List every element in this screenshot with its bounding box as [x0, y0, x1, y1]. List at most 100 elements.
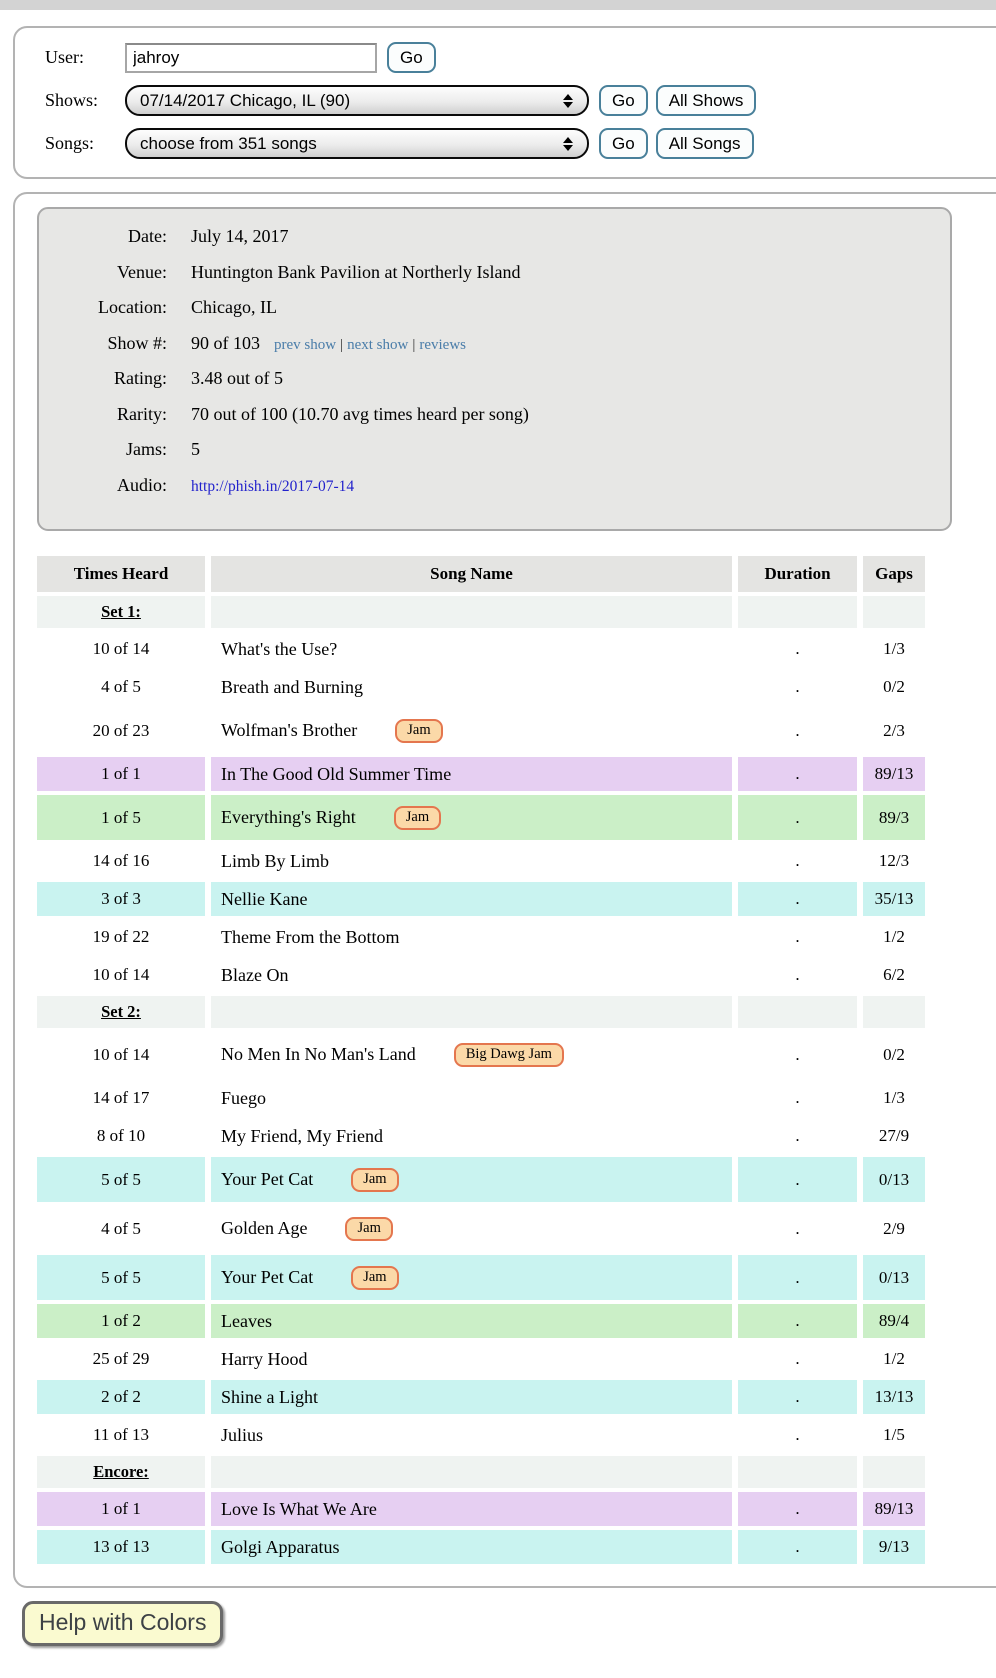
duration-cell: .: [738, 1304, 857, 1338]
song-row: 1 of 2 Leaves. 89/4: [37, 1304, 925, 1338]
duration-cell: .: [795, 851, 800, 870]
song-row: 19 of 22 Theme From the Bottom. 1/2: [37, 920, 925, 954]
page-top-strip: [0, 0, 996, 10]
user-input[interactable]: [125, 42, 377, 73]
show-nav-links: prev show | next show | reviews: [274, 337, 466, 354]
duration-cell: .: [795, 720, 800, 740]
songs-select[interactable]: choose from 351 songs: [125, 128, 589, 159]
reviews-link[interactable]: reviews: [419, 336, 467, 353]
set-label-cell: Encore:: [37, 1456, 205, 1488]
song-name-cell: No Men In No Man's Land Big Dawg Jam: [211, 1032, 732, 1077]
times-heard-cell: 5 of 5: [37, 1157, 205, 1202]
gaps-cell: 12/3: [878, 851, 910, 870]
help-with-colors-button[interactable]: Help with Colors: [22, 1601, 224, 1646]
duration-cell: .: [738, 882, 857, 916]
gaps-cell: 2/3: [883, 720, 905, 740]
song-name-header: Song Name: [211, 556, 732, 592]
gaps-cell: 0/2: [883, 1044, 905, 1064]
shows-go-button[interactable]: Go: [599, 85, 648, 116]
gaps-cell: 89/13: [863, 1492, 925, 1526]
gaps-cell: 27/9: [878, 1126, 910, 1145]
song-row: 14 of 16 Limb By Limb. 12/3: [37, 844, 925, 878]
times-heard-cell: 1 of 1: [37, 1492, 205, 1526]
song-row: 11 of 13 Julius. 1/5: [37, 1418, 925, 1452]
song-name-cell: Blaze On: [221, 964, 289, 985]
audio-link[interactable]: http://phish.in/2017-07-14: [191, 477, 355, 495]
song-name-cell: Shine a Light: [211, 1380, 732, 1414]
rarity-label: Rarity:: [117, 403, 167, 424]
show-number-label: Show #:: [107, 332, 167, 353]
show-number-value: 90 of 103: [191, 332, 260, 353]
gaps-cell: 9/13: [863, 1530, 925, 1564]
duration-cell: .: [738, 1530, 857, 1564]
gaps-cell: 1/2: [883, 1349, 905, 1368]
song-row: 4 of 5 Breath and Burning. 0/2: [37, 670, 925, 704]
date-label: Date:: [128, 226, 167, 246]
rarity-value: 70 out of 100 (10.70 avg times heard per…: [191, 403, 529, 424]
songs-select-value: choose from 351 songs: [140, 133, 317, 153]
gaps-cell: 0/13: [863, 1255, 925, 1300]
times-heard-cell: 8 of 10: [96, 1126, 146, 1145]
times-heard-cell: 25 of 29: [92, 1349, 150, 1368]
duration-cell: .: [795, 927, 800, 946]
song-name-cell: Golgi Apparatus: [211, 1530, 732, 1564]
prev-show-link[interactable]: prev show: [274, 336, 337, 353]
select-updown-arrows-icon: [563, 93, 573, 108]
times-heard-cell: 19 of 22: [92, 927, 150, 946]
gaps-cell: 2/9: [883, 1218, 905, 1238]
user-go-button[interactable]: Go: [387, 42, 436, 73]
set-label-cell: Set 1:: [37, 596, 205, 628]
times-heard-cell: 1 of 5: [37, 795, 205, 840]
gaps-cell: 89/4: [863, 1304, 925, 1338]
shows-select-value: 07/14/2017 Chicago, IL (90): [140, 90, 351, 110]
song-name-cell: Julius: [221, 1424, 264, 1445]
duration-cell: .: [795, 1218, 800, 1238]
duration-cell: .: [738, 757, 857, 791]
jam-badge: Jam: [393, 805, 442, 830]
songs-go-button[interactable]: Go: [599, 128, 648, 159]
all-songs-button[interactable]: All Songs: [655, 128, 754, 159]
gaps-header: Gaps: [863, 556, 925, 592]
times-heard-header: Times Heard: [37, 556, 205, 592]
show-detail-panel: Date: July 14, 2017 Venue: Huntington Ba…: [13, 192, 996, 1588]
info-row-date: Date: July 14, 2017: [39, 226, 950, 262]
set-header-row: Set 2:: [37, 996, 925, 1028]
song-name-cell: Everything's Right Jam: [211, 795, 732, 840]
songs-label: Songs:: [45, 133, 95, 153]
link-separator: |: [412, 336, 416, 353]
gaps-cell: 1/3: [883, 1088, 905, 1107]
song-row: 13 of 13 Golgi Apparatus. 9/13: [37, 1530, 925, 1564]
info-row-rating: Rating: 3.48 out of 5: [39, 368, 950, 404]
song-row: 1 of 5 Everything's Right Jam. 89/3: [37, 795, 925, 840]
set-header-row: Set 1:: [37, 596, 925, 628]
shows-select[interactable]: 07/14/2017 Chicago, IL (90): [125, 85, 589, 116]
times-heard-cell: 3 of 3: [37, 882, 205, 916]
times-heard-cell: 4 of 5: [101, 677, 141, 696]
venue-label: Venue:: [117, 261, 167, 282]
select-updown-arrows-icon: [563, 136, 573, 151]
song-row: 1 of 1 In The Good Old Summer Time. 89/13: [37, 757, 925, 791]
info-row-venue: Venue: Huntington Bank Pavilion at North…: [39, 262, 950, 298]
song-name-cell: My Friend, My Friend: [221, 1125, 383, 1146]
song-name-cell: Fuego: [221, 1087, 266, 1108]
times-heard-cell: 13 of 13: [37, 1530, 205, 1564]
song-row: 5 of 5 Your Pet Cat Jam. 0/13: [37, 1157, 925, 1202]
times-heard-cell: 4 of 5: [101, 1218, 141, 1238]
song-row: 2 of 2 Shine a Light. 13/13: [37, 1380, 925, 1414]
duration-cell: .: [795, 1044, 800, 1064]
jams-value: 5: [191, 439, 200, 459]
times-heard-cell: 14 of 17: [92, 1088, 150, 1107]
duration-cell: .: [795, 1088, 800, 1107]
song-row: 10 of 14 What's the Use?. 1/3: [37, 632, 925, 666]
song-name-cell: Your Pet Cat Jam: [211, 1255, 732, 1300]
duration-cell: .: [738, 1492, 857, 1526]
all-shows-button[interactable]: All Shows: [655, 85, 757, 116]
gaps-cell: 35/13: [863, 882, 925, 916]
song-name-cell: In The Good Old Summer Time: [211, 757, 732, 791]
duration-cell: .: [795, 677, 800, 696]
duration-header: Duration: [738, 556, 857, 592]
song-row: 5 of 5 Your Pet Cat Jam. 0/13: [37, 1255, 925, 1300]
next-show-link[interactable]: next show: [347, 336, 409, 353]
times-heard-cell: 10 of 14: [92, 1044, 150, 1064]
location-label: Location:: [98, 297, 167, 317]
